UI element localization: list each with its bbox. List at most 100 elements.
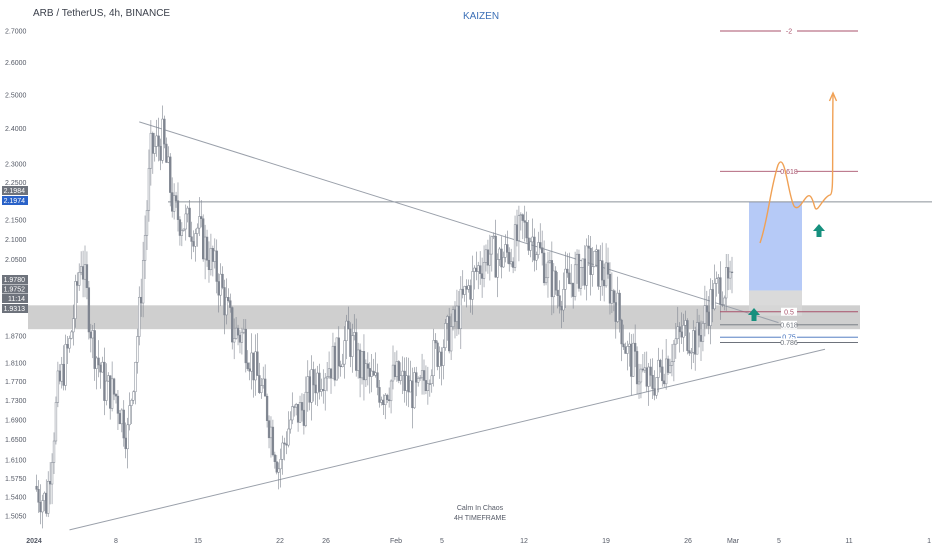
candle <box>37 480 40 513</box>
time-tick-label: 11 <box>845 538 852 545</box>
candle <box>68 335 71 353</box>
time-axis[interactable]: 2024 8 15 22 26 Feb 5 12 19 26 Mar 5 11 1 <box>26 538 931 545</box>
candle <box>74 274 77 328</box>
candle <box>333 342 337 387</box>
candle <box>639 364 643 399</box>
fib-level[interactable]: 0.618 <box>720 167 858 176</box>
arrow-up-icon <box>748 308 760 321</box>
time-tick-label: 19 <box>602 538 610 545</box>
lower-trendline[interactable] <box>69 348 826 531</box>
candle <box>298 395 302 423</box>
time-tick-label: 1 <box>927 538 931 545</box>
candle <box>422 359 426 395</box>
candle <box>587 234 590 266</box>
candle <box>341 353 344 368</box>
price-tick-label: 2.1500 <box>5 218 27 225</box>
candle <box>659 358 662 373</box>
candle <box>482 245 486 288</box>
candle <box>577 249 581 292</box>
price-tick-label: 1.8100 <box>5 360 27 367</box>
candle <box>312 361 315 402</box>
candle <box>265 393 269 428</box>
price-tick-label: 2.0500 <box>5 257 27 264</box>
candle <box>688 332 691 356</box>
time-tick-label: 26 <box>322 538 330 545</box>
candle <box>172 183 176 220</box>
candle <box>426 366 430 405</box>
candle <box>325 361 329 392</box>
candle <box>554 266 557 295</box>
candle <box>169 153 172 207</box>
price-tick-label: 2.5000 <box>5 92 27 99</box>
candle <box>244 319 247 373</box>
candle <box>35 474 38 492</box>
price-tick-label: 1.7300 <box>5 398 27 405</box>
candle <box>428 379 431 397</box>
candle <box>463 285 466 302</box>
candle <box>568 252 571 285</box>
upper-trendline[interactable] <box>139 121 779 324</box>
candle <box>637 363 641 399</box>
candle <box>633 324 637 368</box>
candle <box>608 262 612 315</box>
candle <box>544 263 548 286</box>
candle <box>490 235 493 272</box>
candle <box>56 361 60 408</box>
fib-level[interactable]: 0.618 <box>720 320 858 330</box>
price-tick-label: 1.6100 <box>5 458 27 465</box>
candle <box>126 417 129 469</box>
fib-level-label: 0.618 <box>780 169 798 176</box>
candle <box>134 361 137 405</box>
candle <box>585 238 588 301</box>
candle <box>178 216 182 246</box>
time-tick-label: 5 <box>440 538 444 545</box>
fib-level[interactable]: 0.5 <box>720 307 858 317</box>
candle <box>529 237 532 258</box>
candle <box>597 249 600 290</box>
candle <box>690 347 693 370</box>
candle <box>705 290 708 329</box>
candle <box>182 228 185 232</box>
candle <box>138 286 141 346</box>
time-tick-label: 12 <box>520 538 528 545</box>
candle <box>535 251 538 271</box>
fib-level[interactable]: -2 <box>720 27 858 36</box>
fib-level[interactable]: 0.75 <box>720 333 858 342</box>
candle <box>508 247 511 272</box>
candle <box>376 363 379 396</box>
candle <box>417 376 420 387</box>
time-tick-label: 15 <box>194 538 202 545</box>
candle <box>136 328 139 374</box>
candle <box>157 117 160 162</box>
candle <box>233 318 236 360</box>
candle <box>655 377 658 399</box>
candle <box>579 267 583 296</box>
candle <box>289 411 292 434</box>
candle <box>502 251 505 268</box>
candle <box>622 324 625 351</box>
candle <box>541 230 544 266</box>
candle <box>670 344 674 377</box>
candle <box>122 400 125 447</box>
fib-level[interactable]: 0.786 <box>720 338 858 347</box>
candle <box>240 327 244 355</box>
candle <box>444 318 447 351</box>
fib-level-label: -2 <box>786 29 792 36</box>
candle <box>41 494 44 529</box>
candle <box>318 363 321 400</box>
candle <box>202 214 205 262</box>
price-tick-label: 2.2500 <box>5 180 27 187</box>
candle <box>635 346 639 395</box>
candle <box>442 339 445 380</box>
candle <box>287 411 290 448</box>
candle <box>657 347 660 393</box>
candle <box>215 239 218 294</box>
candle <box>128 392 131 431</box>
note-line-1: Calm In Chaos <box>457 505 504 512</box>
candle <box>451 306 455 331</box>
candle <box>151 131 154 174</box>
candle <box>436 340 439 371</box>
candle <box>147 149 151 222</box>
